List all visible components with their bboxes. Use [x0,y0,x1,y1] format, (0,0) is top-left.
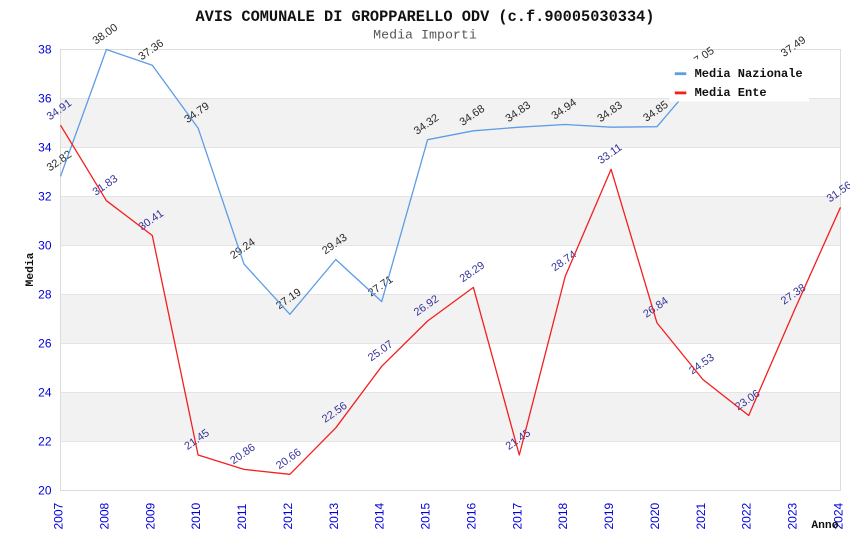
svg-text:2023: 2023 [786,502,800,529]
svg-text:Media Nazionale: Media Nazionale [695,67,803,81]
svg-text:2010: 2010 [189,502,203,529]
svg-text:2008: 2008 [97,502,111,529]
svg-text:32: 32 [38,190,52,204]
svg-text:2020: 2020 [648,502,662,529]
svg-text:22: 22 [38,435,52,449]
svg-text:2024: 2024 [832,502,846,529]
svg-text:2022: 2022 [740,502,754,529]
svg-text:2015: 2015 [419,502,433,529]
svg-text:2009: 2009 [143,502,157,529]
svg-text:34: 34 [38,141,52,155]
svg-text:36: 36 [38,92,52,106]
svg-text:2019: 2019 [602,502,616,529]
svg-text:26: 26 [38,337,52,351]
svg-text:38: 38 [38,43,52,57]
svg-text:2021: 2021 [694,502,708,529]
svg-text:2012: 2012 [281,502,295,529]
svg-text:AVIS COMUNALE DI GROPPARELLO O: AVIS COMUNALE DI GROPPARELLO ODV (c.f.90… [196,8,655,26]
svg-text:2011: 2011 [235,503,249,529]
svg-text:2017: 2017 [510,502,524,529]
svg-text:Media: Media [25,252,37,286]
svg-text:2013: 2013 [327,502,341,529]
svg-text:28: 28 [38,288,52,302]
svg-text:2007: 2007 [52,502,66,529]
svg-text:2014: 2014 [373,502,387,529]
svg-text:2016: 2016 [464,502,478,529]
svg-text:Media Ente: Media Ente [695,86,767,100]
svg-text:20: 20 [38,484,52,498]
svg-text:24: 24 [38,386,52,400]
svg-text:30: 30 [38,239,52,253]
svg-text:Anno: Anno [811,520,838,532]
svg-text:2018: 2018 [556,502,570,529]
svg-text:Media Importi: Media Importi [373,27,477,42]
